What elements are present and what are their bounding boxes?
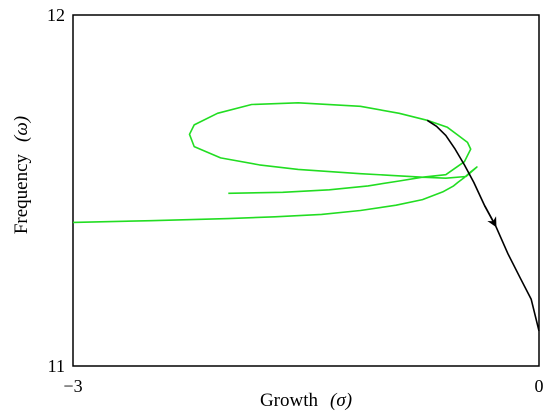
x-tick-label-1: −3 — [63, 376, 82, 396]
x-axis-label: Growth (σ) — [260, 390, 352, 411]
plot-frame — [72, 14, 540, 367]
y-tick-label-2: 12 — [47, 5, 65, 25]
series-line-2 — [426, 119, 540, 332]
series-direction-arrow — [483, 205, 497, 228]
series-line-1 — [72, 102, 478, 224]
x-tick-label-2: 0 — [535, 376, 544, 396]
y-tick-label-1: 11 — [48, 356, 65, 376]
y-axis-label: Frequency(ω) — [11, 116, 32, 234]
